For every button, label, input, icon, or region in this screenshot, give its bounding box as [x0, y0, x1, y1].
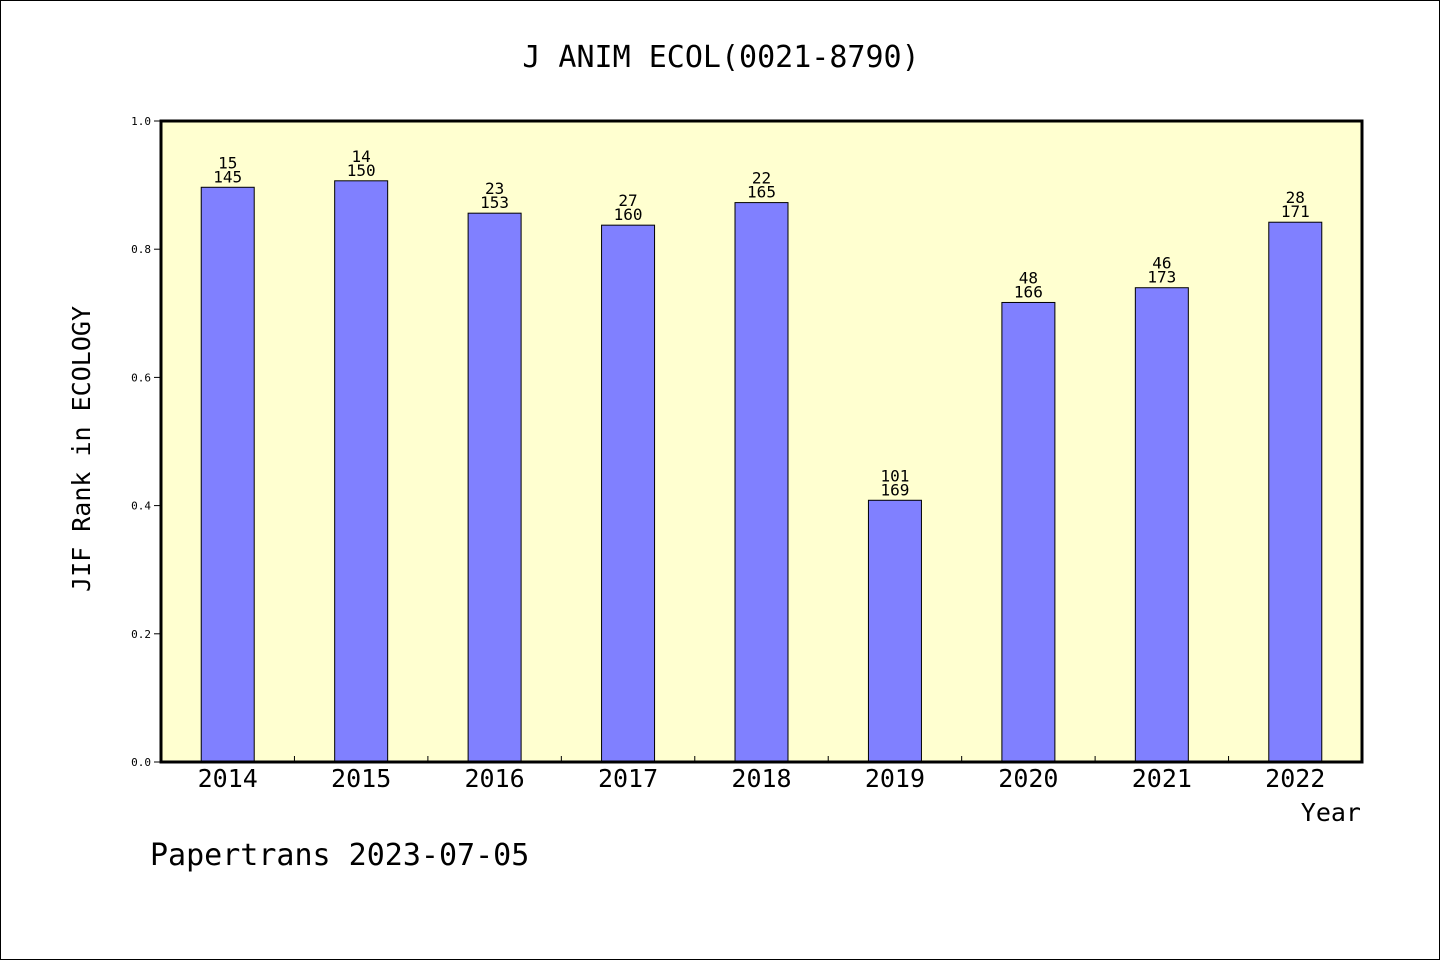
x-tick-label: 2022 — [1265, 764, 1325, 793]
bar-total-label: 150 — [347, 161, 376, 180]
y-tick-label: 0.8 — [131, 243, 151, 256]
y-tick-label: 0.6 — [131, 371, 151, 384]
bar-rank-label: 28 — [1286, 188, 1305, 207]
bar-series — [200, 180, 1323, 763]
x-tick-label: 2021 — [1132, 764, 1192, 793]
x-axis-label: Year — [1301, 798, 1361, 827]
bar-rank-label: 27 — [618, 191, 637, 210]
bar-rank-label: 22 — [752, 169, 771, 188]
bar-2020 — [1001, 301, 1056, 763]
x-tick-label: 2020 — [998, 764, 1058, 793]
bar-2022 — [1268, 221, 1323, 763]
bar-total-label: 145 — [213, 167, 242, 186]
bar-rank-label: 23 — [485, 179, 504, 198]
x-tick-label: 2019 — [865, 764, 925, 793]
y-tick-label: 1.0 — [131, 115, 151, 128]
bar-2015 — [334, 180, 389, 763]
bar-2016 — [467, 212, 522, 763]
bar-2018 — [734, 202, 789, 763]
bar-total-label: 153 — [480, 193, 509, 212]
plot-border — [159, 119, 1364, 764]
y-axis-label: JIF Rank in ECOLOGY — [67, 306, 96, 592]
y-tick-label: 0.4 — [131, 500, 151, 513]
x-tick-label: 2017 — [598, 764, 658, 793]
y-tick-label: 0.2 — [131, 628, 151, 641]
bar-rank-label: 46 — [1152, 254, 1171, 273]
bar-total-label: 173 — [1147, 268, 1176, 287]
bar-2021 — [1134, 287, 1189, 763]
x-tick-label: 2014 — [198, 764, 258, 793]
bar-2019 — [867, 499, 922, 763]
bar-rank-label: 101 — [880, 466, 909, 485]
bar-rank-label: 14 — [352, 147, 371, 166]
chart-title: J ANIM ECOL(0021-8790) — [522, 40, 919, 75]
footer-credit: Papertrans 2023-07-05 — [150, 838, 529, 873]
bar-total-label: 165 — [747, 183, 776, 202]
bar-total-label: 169 — [880, 480, 909, 499]
bar-total-label: 160 — [614, 205, 643, 224]
bar-rank-label: 15 — [218, 153, 237, 172]
x-tick-label: 2015 — [331, 764, 391, 793]
bar-total-label: 166 — [1014, 282, 1043, 301]
bar-total-label: 171 — [1281, 202, 1310, 221]
y-axis: 0.0 0.2 0.4 0.6 0.8 1.0 — [131, 115, 161, 769]
bar-2017 — [601, 224, 656, 763]
x-tick-label: 2018 — [731, 764, 791, 793]
y-tick-label: 0.0 — [131, 756, 151, 769]
x-axis: 2014 2015 2016 2017 2018 2019 2020 2021 2022 — [198, 756, 1325, 793]
bar-rank-label: 48 — [1019, 268, 1038, 287]
x-tick-label: 2016 — [465, 764, 525, 793]
bar-2014 — [200, 186, 255, 763]
